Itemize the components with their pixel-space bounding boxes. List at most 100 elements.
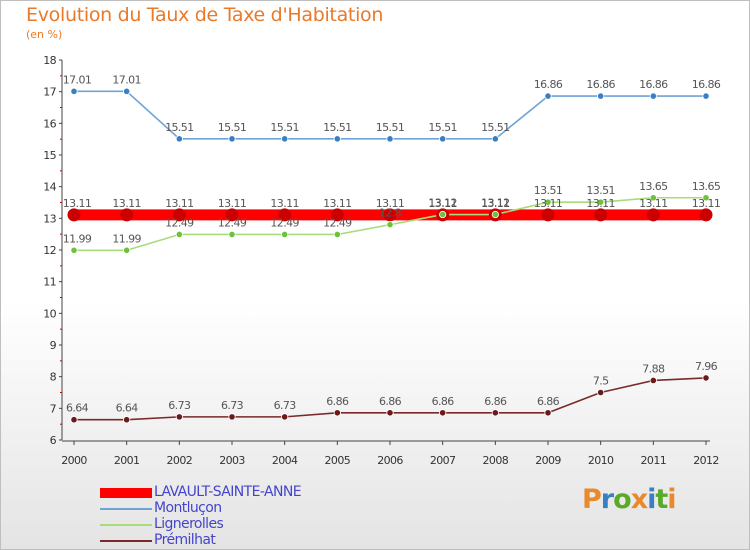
series-point-1: [281, 135, 289, 143]
series-point-0: [67, 208, 81, 222]
x-tick-label: 2003: [219, 454, 245, 467]
series-point-2: [702, 194, 710, 202]
data-label-2: 12.8: [379, 207, 402, 220]
data-label-0: 13.11: [639, 197, 668, 210]
chart-title: Evolution du Taux de Taxe d'Habitation: [26, 4, 384, 26]
data-label-3: 6.64: [116, 402, 139, 415]
series-point-1: [649, 92, 657, 100]
data-label-1: 15.51: [428, 121, 457, 134]
data-label-2: 12.49: [270, 216, 299, 229]
y-tick-label: 11: [43, 276, 56, 289]
series-point-0: [699, 208, 713, 222]
data-label-0: 13.11: [692, 197, 721, 210]
series-point-0: [225, 208, 239, 222]
y-tick-label: 12: [43, 244, 56, 257]
data-label-1: 15.51: [270, 121, 299, 134]
data-label-1: 15.51: [481, 121, 510, 134]
series-point-0: [172, 208, 186, 222]
legend-label: LAVAULT-SAINTE-ANNE: [154, 484, 302, 500]
series-point-3: [702, 374, 710, 382]
x-tick-label: 2002: [167, 454, 193, 467]
data-label-2: 13.51: [534, 184, 563, 197]
series-point-1: [123, 87, 131, 95]
series-point-1: [386, 135, 394, 143]
x-tick-label: 2001: [114, 454, 140, 467]
x-tick-label: 2004: [272, 454, 298, 467]
series-point-0: [541, 208, 555, 222]
data-label-3: 6.86: [484, 395, 507, 408]
series-point-0: [383, 208, 397, 222]
series-point-3: [123, 416, 131, 424]
data-label-0: 13.11: [428, 197, 457, 210]
data-label-1: 15.51: [376, 121, 405, 134]
series-point-2: [175, 230, 183, 239]
y-tick-label: 13: [43, 212, 56, 225]
series-point-3: [649, 376, 657, 385]
y-tick-label: 7: [50, 402, 57, 415]
y-tick-label: 6: [50, 434, 57, 447]
y-tick-label: 16: [43, 117, 56, 130]
y-tick-label: 18: [43, 54, 56, 67]
data-label-0: 13.11: [63, 197, 92, 210]
data-label-2: 12.49: [323, 216, 352, 229]
series-point-1: [491, 135, 499, 143]
data-label-2: 13.12: [481, 197, 510, 210]
series-point-1: [439, 135, 447, 143]
series-point-0: [646, 208, 660, 222]
data-label-1: 17.01: [112, 73, 141, 86]
series-point-3: [70, 416, 78, 424]
data-label-0: 13.11: [270, 197, 299, 210]
y-tick-label: 17: [43, 86, 56, 99]
legend-label: Lignerolles: [154, 516, 224, 532]
series-point-3: [597, 388, 605, 397]
legend-swatch: [100, 524, 152, 526]
data-label-2: 12.49: [218, 216, 247, 229]
y-tick-label: 9: [50, 339, 57, 352]
data-label-1: 17.01: [63, 73, 92, 86]
x-tick-label: 2011: [641, 454, 667, 467]
x-tick-label: 2009: [535, 454, 561, 467]
x-tick-label: 2010: [588, 454, 614, 467]
x-tick-label: 2007: [430, 454, 456, 467]
series-point-3: [228, 413, 236, 421]
data-label-3: 6.73: [168, 399, 191, 412]
data-label-0: 13.11: [112, 197, 141, 210]
series-point-2: [597, 198, 605, 206]
data-label-1: 16.86: [534, 78, 563, 91]
series-point-0: [278, 208, 292, 222]
series-point-3: [439, 409, 447, 417]
y-tick-label: 10: [43, 307, 56, 320]
data-label-3: 6.86: [432, 395, 455, 408]
y-tick-label: 15: [43, 149, 56, 162]
series-point-2: [439, 210, 447, 219]
x-tick-label: 2006: [377, 454, 403, 467]
data-label-3: 6.86: [537, 395, 560, 408]
data-label-2: 13.12: [428, 197, 457, 210]
data-label-1: 16.86: [692, 78, 721, 91]
data-label-1: 16.86: [639, 78, 668, 91]
data-label-3: 6.86: [326, 395, 349, 408]
data-label-2: 11.99: [63, 232, 92, 245]
data-label-2: 13.65: [639, 180, 668, 193]
data-label-1: 16.86: [586, 78, 615, 91]
series-point-1: [702, 92, 710, 100]
data-label-0: 13.11: [376, 197, 405, 210]
data-label-0: 13.11: [481, 197, 510, 210]
series-point-2: [386, 221, 394, 229]
series-point-1: [228, 135, 236, 143]
series-point-0: [594, 208, 608, 222]
series-point-0: [120, 208, 134, 222]
x-tick-label: 2005: [325, 454, 351, 467]
x-tick-label: 2008: [483, 454, 509, 467]
series-point-3: [386, 409, 394, 417]
series-point-3: [175, 413, 183, 421]
series-point-3: [281, 413, 289, 421]
series-point-1: [597, 92, 605, 100]
series-point-1: [333, 135, 341, 143]
data-label-0: 13.11: [534, 197, 563, 210]
legend-label: Prémilhat: [154, 532, 216, 548]
data-label-3: 6.64: [66, 402, 89, 415]
data-label-2: 13.51: [586, 184, 615, 197]
data-label-2: 13.65: [692, 180, 721, 193]
